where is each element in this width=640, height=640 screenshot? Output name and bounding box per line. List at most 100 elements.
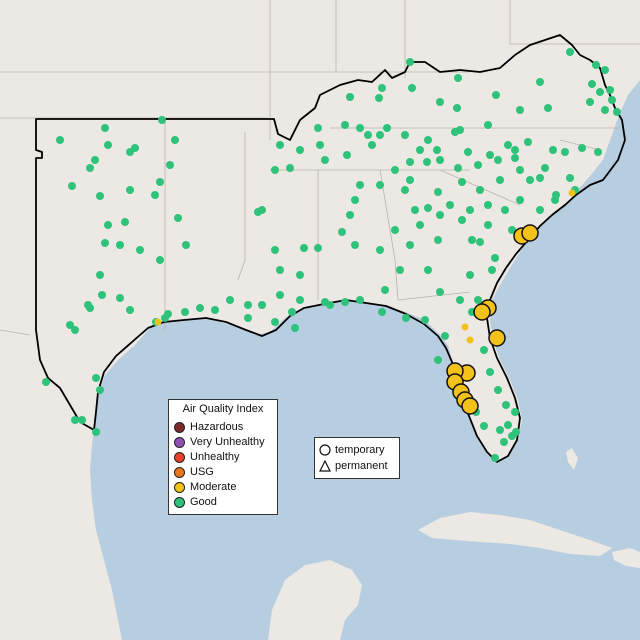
good-station-marker xyxy=(496,426,504,434)
good-station-marker xyxy=(456,296,464,304)
good-station-marker xyxy=(71,326,79,334)
good-station-marker xyxy=(586,98,594,106)
legend-item-usg: USG xyxy=(174,465,214,479)
good-station-marker xyxy=(466,206,474,214)
unhealthy-swatch-icon xyxy=(174,451,185,463)
good-station-marker xyxy=(511,146,519,154)
moderate-station-marker xyxy=(461,397,479,415)
good-station-marker xyxy=(126,148,134,156)
good-station-marker xyxy=(488,266,496,274)
good-station-marker xyxy=(68,182,76,190)
good-station-marker xyxy=(375,94,383,102)
good-station-marker xyxy=(436,156,444,164)
legend-label-good: Good xyxy=(190,496,217,508)
good-station-marker xyxy=(98,291,106,299)
good-station-marker xyxy=(424,204,432,212)
good-station-marker xyxy=(434,356,442,364)
good-station-marker xyxy=(258,301,266,309)
bahamas xyxy=(566,448,578,470)
good-station-marker xyxy=(451,128,459,136)
good-station-marker xyxy=(566,48,574,56)
good-station-marker xyxy=(516,196,524,204)
good-station-marker xyxy=(171,136,179,144)
good-station-marker xyxy=(316,141,324,149)
good-station-marker xyxy=(486,368,494,376)
good-station-marker xyxy=(356,296,364,304)
good-station-marker xyxy=(606,86,614,94)
good-station-marker xyxy=(296,296,304,304)
good-station-marker xyxy=(314,124,322,132)
state-borders xyxy=(0,0,640,336)
good-station-marker xyxy=(476,238,484,246)
good-station-marker xyxy=(166,161,174,169)
legend-label-temporary: temporary xyxy=(335,443,385,456)
good-station-marker xyxy=(156,256,164,264)
good-station-marker xyxy=(549,146,557,154)
good-station-marker xyxy=(288,308,296,316)
good-station-marker xyxy=(406,58,414,66)
good-station-marker xyxy=(526,176,534,184)
good-station-marker xyxy=(544,104,552,112)
good-station-marker xyxy=(500,438,508,446)
good-station-marker xyxy=(536,206,544,214)
region-outline xyxy=(35,34,626,463)
good-station-marker xyxy=(484,201,492,209)
good-station-marker xyxy=(343,151,351,159)
good-station-marker xyxy=(491,454,499,462)
good-station-marker xyxy=(66,321,74,329)
hispaniola xyxy=(612,548,640,568)
legend-label-very-unhealthy: Very Unhealthy xyxy=(190,436,265,448)
usg-swatch-icon xyxy=(174,466,185,478)
good-station-marker xyxy=(524,138,532,146)
legend-item-good: Good xyxy=(174,495,217,509)
good-station-marker xyxy=(453,104,461,112)
good-station-marker xyxy=(424,136,432,144)
legend-item-very-unhealthy: Very Unhealthy xyxy=(174,435,265,449)
good-station-marker xyxy=(588,80,596,88)
moderate-station-markers xyxy=(154,189,576,415)
good-station-marker xyxy=(151,191,159,199)
good-station-marker xyxy=(42,378,50,386)
good-station-marker xyxy=(211,306,219,314)
good-station-marker xyxy=(368,141,376,149)
good-station-marker xyxy=(121,218,129,226)
good-station-marker xyxy=(101,239,109,247)
good-station-marker xyxy=(92,374,100,382)
good-station-marker xyxy=(436,98,444,106)
good-station-marker xyxy=(434,236,442,244)
good-station-marker xyxy=(276,291,284,299)
good-station-marker xyxy=(96,271,104,279)
good-station-marker xyxy=(578,144,586,152)
cuba xyxy=(418,512,612,556)
good-station-marker xyxy=(511,154,519,162)
good-station-marker xyxy=(608,96,616,104)
hazardous-swatch-icon xyxy=(174,421,185,433)
good-station-marker xyxy=(512,428,520,436)
good-station-marker xyxy=(436,288,444,296)
good-station-marker xyxy=(91,156,99,164)
good-station-marker xyxy=(181,308,189,316)
good-station-marker xyxy=(258,206,266,214)
good-station-marker xyxy=(458,216,466,224)
good-station-marker xyxy=(613,108,621,116)
good-station-marker xyxy=(441,332,449,340)
good-station-marker xyxy=(376,181,384,189)
good-station-marker xyxy=(244,314,252,322)
good-station-marker xyxy=(300,244,308,252)
good-station-marker xyxy=(424,266,432,274)
good-station-marker xyxy=(96,192,104,200)
good-station-marker xyxy=(164,310,172,318)
good-station-marker xyxy=(601,66,609,74)
good-station-marker xyxy=(321,298,329,306)
good-station-marker xyxy=(396,266,404,274)
moderate-station-marker xyxy=(461,323,469,331)
good-station-marker xyxy=(446,201,454,209)
moderate-station-marker xyxy=(521,224,539,242)
good-station-marker xyxy=(492,91,500,99)
moderate-station-marker xyxy=(154,318,162,326)
good-station-marker xyxy=(508,226,516,234)
good-station-marker xyxy=(401,131,409,139)
good-station-marker xyxy=(596,88,604,96)
very-unhealthy-swatch-icon xyxy=(174,436,185,448)
